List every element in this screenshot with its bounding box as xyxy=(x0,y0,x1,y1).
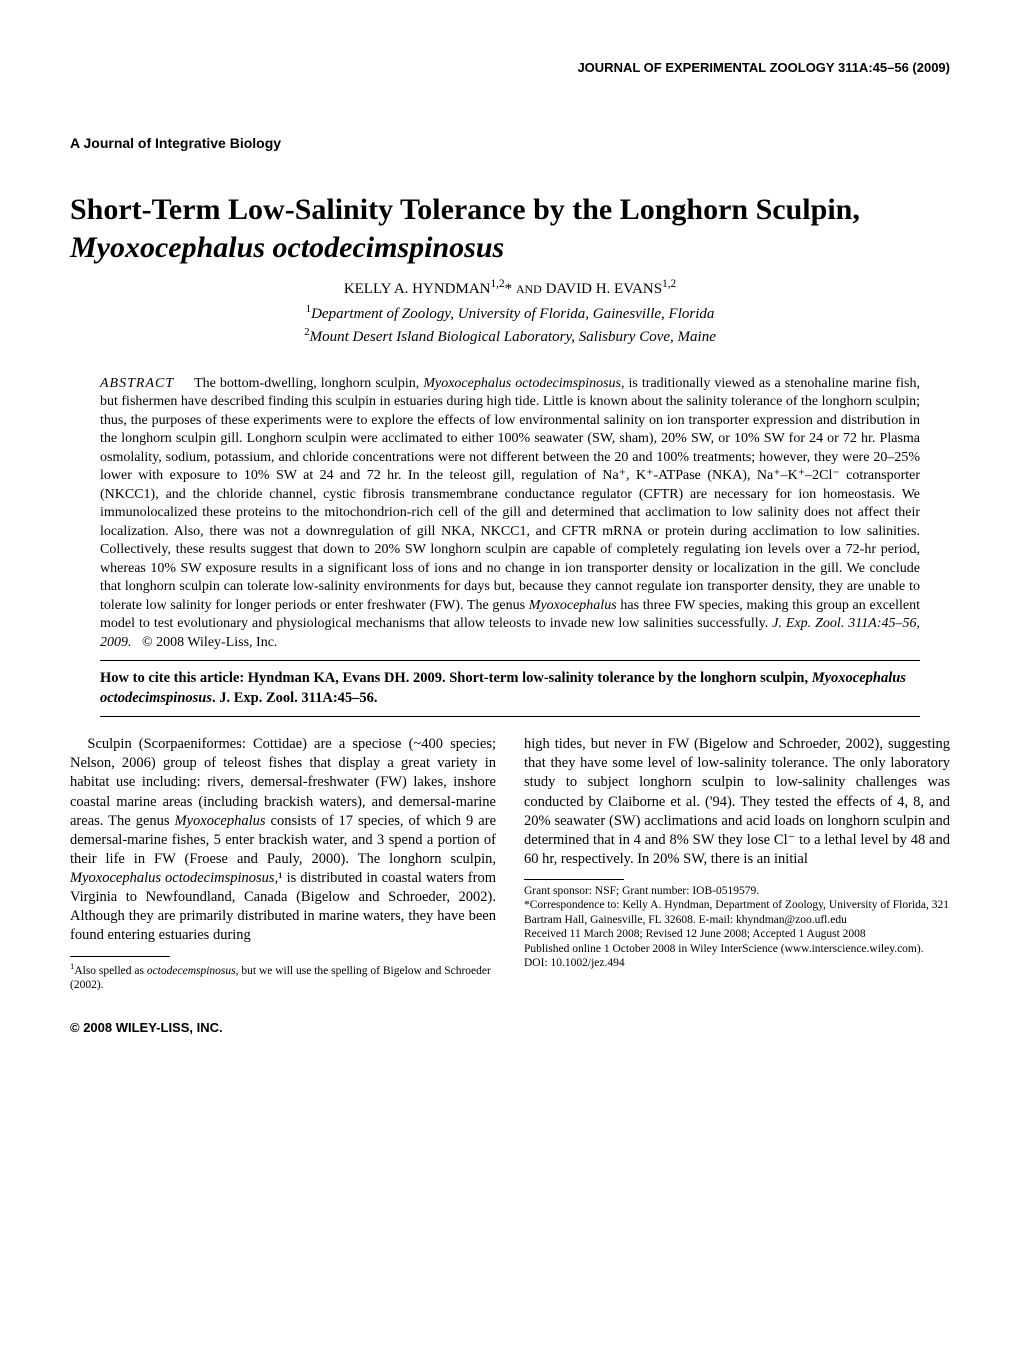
column-right: high tides, but never in FW (Bigelow and… xyxy=(524,735,950,992)
footnote-doi: Published online 1 October 2008 in Wiley… xyxy=(524,942,950,971)
intro-paragraph: Sculpin (Scorpaeniformes: Cottidae) are … xyxy=(70,735,496,945)
title-main: Short-Term Low-Salinity Tolerance by the… xyxy=(70,193,860,226)
affiliation-1: 1Department of Zoology, University of Fl… xyxy=(70,302,950,325)
affil2-text: Mount Desert Island Biological Laborator… xyxy=(310,329,716,345)
article-title: Short-Term Low-Salinity Tolerance by the… xyxy=(70,191,950,266)
journal-tag: A Journal of Integrative Biology xyxy=(70,135,950,151)
col1-genus: Myoxocephalus xyxy=(175,813,266,829)
cite-text-b: . J. Exp. Zool. 311A:45–56. xyxy=(212,690,378,706)
footnote-rule-right xyxy=(524,879,624,880)
abstract-text-b: , is traditionally viewed as a stenohali… xyxy=(100,376,920,613)
fn1-a: Also spelled as xyxy=(74,964,147,976)
affiliation-2: 2Mount Desert Island Biological Laborato… xyxy=(70,325,950,348)
running-head: JOURNAL OF EXPERIMENTAL ZOOLOGY 311A:45–… xyxy=(70,60,950,75)
footer-copyright: © 2008 WILEY-LISS, INC. xyxy=(70,1020,223,1035)
fn1-species: octodecemspinosus xyxy=(147,964,236,976)
page-footer: © 2008 WILEY-LISS, INC. xyxy=(70,1020,950,1035)
footnote-rule-left xyxy=(70,956,170,957)
abstract-copyright: © 2008 Wiley-Liss, Inc. xyxy=(142,635,277,650)
col1-species: Myoxocephalus octodecimspinosus xyxy=(70,870,275,886)
footnote-correspondence: *Correspondence to: Kelly A. Hyndman, De… xyxy=(524,898,950,927)
how-to-cite: How to cite this article: Hyndman KA, Ev… xyxy=(100,660,920,717)
abstract-species: Myoxocephalus octodecimspinosus xyxy=(423,376,621,391)
author-line: KELLY A. HYNDMAN1,2* AND DAVID H. EVANS1… xyxy=(70,278,950,298)
footnote-dates: Received 11 March 2008; Revised 12 June … xyxy=(524,927,950,941)
affil1-text: Department of Zoology, University of Flo… xyxy=(311,306,714,322)
abstract: ABSTRACT The bottom-dwelling, longhorn s… xyxy=(100,375,920,652)
column-left: Sculpin (Scorpaeniformes: Cottidae) are … xyxy=(70,735,496,992)
cite-text-a: How to cite this article: Hyndman KA, Ev… xyxy=(100,670,812,686)
footnote-grant: Grant sponsor: NSF; Grant number: IOB-05… xyxy=(524,884,950,898)
abstract-label: ABSTRACT xyxy=(100,376,174,391)
body-columns: Sculpin (Scorpaeniformes: Cottidae) are … xyxy=(70,735,950,992)
abstract-text-a: The bottom-dwelling, longhorn sculpin, xyxy=(194,376,423,391)
abstract-genus: Myoxocephalus xyxy=(529,598,617,613)
footnote-left: 1Also spelled as octodecemspinosus, but … xyxy=(70,961,496,993)
col2-paragraph: high tides, but never in FW (Bigelow and… xyxy=(524,735,950,869)
title-species: Myoxocephalus octodecimspinosus xyxy=(70,231,504,264)
